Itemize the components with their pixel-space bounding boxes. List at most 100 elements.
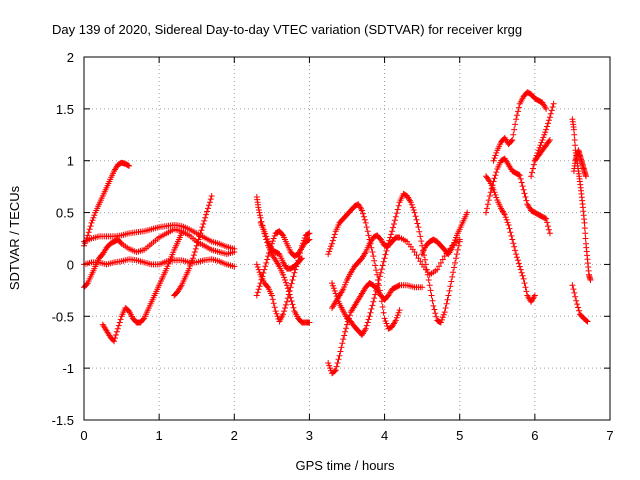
data-point [231, 245, 238, 252]
data-point [371, 295, 378, 302]
data-point [192, 245, 199, 252]
data-point [255, 207, 262, 213]
data-point [492, 152, 499, 159]
data-point [264, 236, 271, 242]
data-point [91, 212, 98, 219]
x-tick-label: 1 [156, 428, 163, 443]
data-point [517, 175, 524, 182]
data-point [432, 310, 439, 317]
data-point [428, 292, 435, 299]
data-point [261, 228, 268, 235]
data-point [438, 316, 445, 323]
data-point [331, 368, 338, 374]
data-point [117, 316, 124, 323]
data-point [523, 197, 530, 204]
series-track-c [81, 222, 238, 252]
data-point [509, 137, 516, 143]
data-point [112, 332, 119, 338]
data-point [273, 310, 280, 317]
data-point [298, 256, 304, 263]
data-point [456, 238, 463, 245]
data-point [417, 258, 424, 265]
data-point [193, 242, 200, 249]
data-point [327, 245, 334, 252]
data-point [331, 231, 338, 238]
data-point [329, 240, 335, 247]
data-point [379, 304, 386, 310]
data-point [329, 280, 335, 287]
data-point [446, 287, 453, 294]
data-point [140, 316, 147, 323]
x-tick-label: 4 [381, 428, 388, 443]
data-point [203, 211, 210, 218]
data-point [454, 246, 461, 253]
data-point [126, 162, 133, 169]
x-axis-label: GPS time / hours [296, 458, 395, 473]
data-point [271, 304, 278, 311]
data-point [333, 293, 340, 300]
data-point [281, 274, 288, 281]
data-point [114, 325, 121, 332]
data-point [391, 217, 398, 224]
data-point [336, 352, 343, 359]
data-point [452, 237, 458, 244]
data-point [396, 307, 403, 314]
data-point [281, 308, 288, 315]
data-point [573, 297, 580, 304]
series-track-f [171, 193, 215, 299]
data-point [372, 291, 379, 298]
data-point [337, 348, 344, 355]
data-point [328, 243, 334, 250]
data-point [542, 129, 549, 136]
data-point [344, 321, 350, 328]
data-point [510, 131, 517, 138]
data-point [442, 305, 449, 311]
data-point [574, 301, 581, 308]
data-point [546, 114, 553, 121]
data-point [285, 291, 292, 298]
data-point [545, 120, 551, 127]
data-point [452, 259, 458, 266]
data-point [190, 255, 196, 262]
data-point [262, 263, 269, 270]
data-point [112, 335, 118, 342]
data-point [262, 230, 269, 237]
data-point [491, 189, 498, 196]
data-point [280, 311, 287, 318]
data-point [582, 235, 589, 242]
data-point [282, 279, 289, 286]
series-track-p [483, 155, 553, 237]
data-point [511, 126, 518, 133]
data-point [584, 318, 591, 325]
data-point [370, 253, 377, 260]
data-point [426, 282, 433, 289]
data-point [490, 157, 497, 164]
data-point [519, 183, 526, 190]
data-point [571, 131, 578, 138]
data-point [388, 231, 395, 238]
data-point [414, 220, 421, 227]
data-point [520, 275, 527, 282]
data-point [343, 325, 350, 332]
data-point [512, 247, 519, 254]
data-point [178, 230, 185, 237]
series-track-v [570, 147, 589, 180]
y-tick-label: 1.5 [56, 102, 74, 117]
data-point [113, 328, 120, 335]
data-point [395, 202, 402, 209]
data-point [306, 236, 313, 243]
data-point [254, 289, 261, 296]
data-point [330, 285, 337, 292]
data-point [325, 360, 332, 366]
data-point [429, 297, 436, 304]
data-point [369, 249, 376, 255]
data-point [301, 235, 308, 241]
data-point [393, 314, 400, 321]
data-point [341, 332, 348, 339]
data-point [541, 131, 548, 138]
data-point [546, 230, 553, 237]
data-point [484, 201, 491, 208]
data-point [515, 257, 521, 264]
data-point [190, 252, 197, 259]
data-point [506, 225, 513, 232]
